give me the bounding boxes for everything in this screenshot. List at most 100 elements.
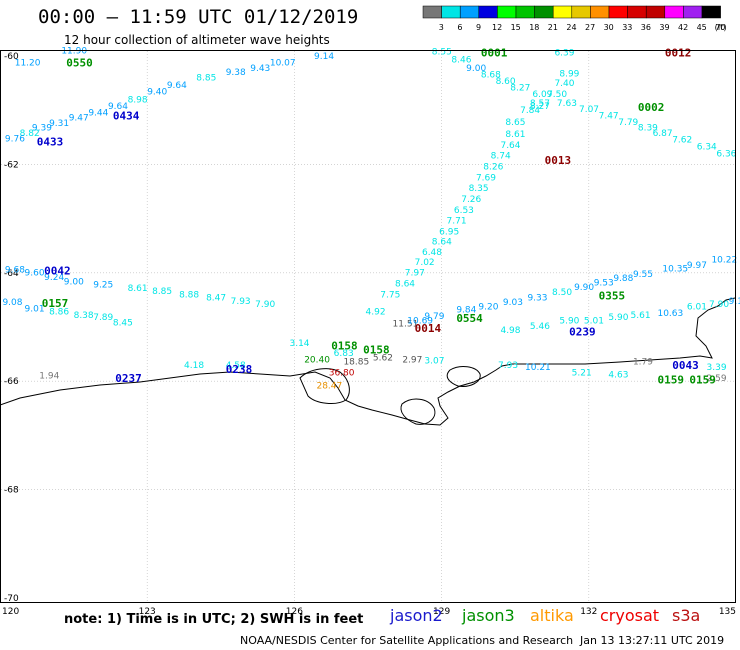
wave-height-value: 4.92 bbox=[366, 308, 386, 318]
wave-height-value: 9.33 bbox=[527, 294, 547, 304]
wave-height-value: 7.79 bbox=[618, 118, 638, 128]
pass-time-label: 0159 bbox=[657, 373, 684, 386]
coastline-bay-path bbox=[299, 368, 350, 404]
wave-height-value: 28.47 bbox=[316, 381, 342, 391]
wave-height-value: 3.07 bbox=[424, 357, 444, 367]
wave-height-value: 7.93 bbox=[231, 297, 251, 307]
wave-height-value: 7.50 bbox=[547, 90, 567, 100]
color-scale-label: 18 bbox=[529, 23, 539, 32]
wave-height-value: 9.01 bbox=[25, 304, 45, 314]
wave-height-value: 9.15 bbox=[729, 297, 740, 307]
wave-height-value: 9.38 bbox=[226, 68, 246, 78]
color-scale-label: 45 bbox=[697, 23, 707, 32]
color-scale-label: 39 bbox=[659, 23, 669, 32]
wave-height-value: 8.38 bbox=[74, 311, 94, 321]
wave-height-value: 6.87 bbox=[653, 129, 673, 139]
wave-height-value: 8.85 bbox=[152, 287, 172, 297]
wave-height-value: 6.39 bbox=[554, 49, 574, 59]
color-scale-swatch bbox=[701, 5, 721, 19]
wave-height-value: 4.63 bbox=[608, 371, 628, 381]
wave-height-value: 8.55 bbox=[432, 48, 452, 58]
map-frame bbox=[0, 50, 736, 603]
wave-height-value: 5.90 bbox=[559, 316, 579, 326]
latitude-tick-label: -68 bbox=[4, 486, 19, 496]
map-subtitle: 12 hour collection of altimeter wave hei… bbox=[64, 33, 330, 47]
legend-altika: altika bbox=[530, 606, 574, 625]
latitude-tick-label: -60 bbox=[4, 52, 19, 62]
wave-height-value: 7.63 bbox=[557, 99, 577, 109]
color-scale-label: 36 bbox=[641, 23, 651, 32]
wave-height-value: 7.97 bbox=[405, 269, 425, 279]
wave-height-value: 6.36 bbox=[716, 149, 736, 159]
pass-time-label: 0002 bbox=[638, 101, 665, 114]
wave-height-value: 8.61 bbox=[128, 284, 148, 294]
wave-height-value: 7.40 bbox=[554, 79, 574, 89]
wave-height-value: 10.69 bbox=[407, 316, 433, 326]
wave-height-value: 2.97 bbox=[402, 355, 422, 365]
wave-height-value: 9.60 bbox=[25, 269, 45, 279]
wave-height-value: 6.09 bbox=[532, 90, 552, 100]
wave-height-value: 7.90 bbox=[709, 300, 729, 310]
wave-height-value: 36.80 bbox=[329, 368, 355, 378]
wave-height-value: 6.34 bbox=[697, 142, 717, 152]
wave-height-value: 8.60 bbox=[496, 77, 516, 87]
wave-height-value: 18.85 bbox=[343, 358, 369, 368]
wave-height-value: 8.35 bbox=[469, 184, 489, 194]
wave-height-value: 7.69 bbox=[476, 173, 496, 183]
color-scale-label: 9 bbox=[476, 23, 481, 32]
color-scale-label: 33 bbox=[622, 23, 632, 32]
wave-height-labels: 11.9011.209.1410.079.439.388.859.649.408… bbox=[2, 46, 740, 391]
wave-height-value: 9.90 bbox=[574, 283, 594, 293]
wave-height-value: 8.88 bbox=[179, 290, 199, 300]
wave-height-value: 9.53 bbox=[594, 278, 614, 288]
wave-height-value: 8.82 bbox=[20, 129, 40, 139]
legend-cryosat: cryosat bbox=[600, 606, 660, 625]
wave-height-value: 9.43 bbox=[250, 64, 270, 74]
pass-time-label: 0237 bbox=[115, 372, 142, 385]
wave-height-value: 7.07 bbox=[579, 105, 599, 115]
pass-time-label: 0434 bbox=[113, 110, 140, 123]
wave-height-value: 1.79 bbox=[633, 358, 653, 368]
wave-height-value: 8.45 bbox=[113, 319, 133, 329]
wave-height-value: 10.22 bbox=[711, 256, 737, 266]
wave-height-value: 5.21 bbox=[572, 368, 592, 378]
wave-height-value: 9.68 bbox=[5, 265, 25, 275]
wave-height-value: 10.35 bbox=[662, 264, 688, 274]
wave-height-value: 3.39 bbox=[707, 363, 727, 373]
pass-time-label: 0159 bbox=[689, 373, 716, 386]
coastline-inlet-path bbox=[400, 398, 436, 425]
wave-height-value: 3.14 bbox=[289, 339, 309, 349]
wave-height-value: 9.84 bbox=[456, 306, 476, 316]
latitude-tick-label: -64 bbox=[4, 269, 19, 279]
wave-height-value: 8.57 bbox=[530, 99, 550, 109]
wave-height-value: 9.44 bbox=[88, 108, 108, 118]
color-scale-label: 21 bbox=[548, 23, 558, 32]
latitude-tick-label: -70 bbox=[4, 594, 19, 604]
wave-height-value: 8.99 bbox=[559, 69, 579, 79]
wave-height-value: 7.90 bbox=[255, 300, 275, 310]
pass-time-label: 0042 bbox=[44, 265, 71, 278]
wave-height-value: 5.62 bbox=[373, 353, 393, 363]
color-scale-label: 15 bbox=[511, 23, 521, 32]
wave-height-value: 8.46 bbox=[451, 56, 471, 66]
latitude-tick-label: -66 bbox=[4, 377, 19, 387]
footnote: note: 1) Time is in UTC; 2) SWH is in fe… bbox=[64, 612, 364, 627]
wave-height-value: 8.68 bbox=[481, 70, 501, 80]
grid-lines bbox=[1, 51, 735, 602]
longitude-tick-label: 135 bbox=[719, 607, 736, 617]
wave-height-value: 8.86 bbox=[49, 308, 69, 318]
pass-time-label: 0158 bbox=[331, 339, 358, 352]
wave-height-value: 5.61 bbox=[631, 311, 651, 321]
wave-height-value: 8.27 bbox=[530, 102, 550, 112]
pass-time-label: 0238 bbox=[226, 363, 253, 376]
wave-height-value: 7.62 bbox=[672, 135, 692, 145]
wave-height-value: 9.40 bbox=[147, 88, 167, 98]
color-scale-label: 3 bbox=[439, 23, 444, 32]
legend-s3a: s3a bbox=[672, 606, 701, 625]
axis-tick-labels: 120 123 126 129 132 135 -60 -62 -64 -66 -68 -70 bbox=[2, 52, 736, 617]
antarctic-coastline bbox=[0, 297, 736, 426]
pass-time-label: 0554 bbox=[456, 312, 483, 325]
satellite-pass-time-labels: 0550 0434 0433 0001 0012 0002 0013 0042 0157 0355… bbox=[37, 47, 716, 387]
wave-height-value: 7.64 bbox=[500, 141, 520, 151]
pass-time-label: 0433 bbox=[37, 136, 64, 149]
